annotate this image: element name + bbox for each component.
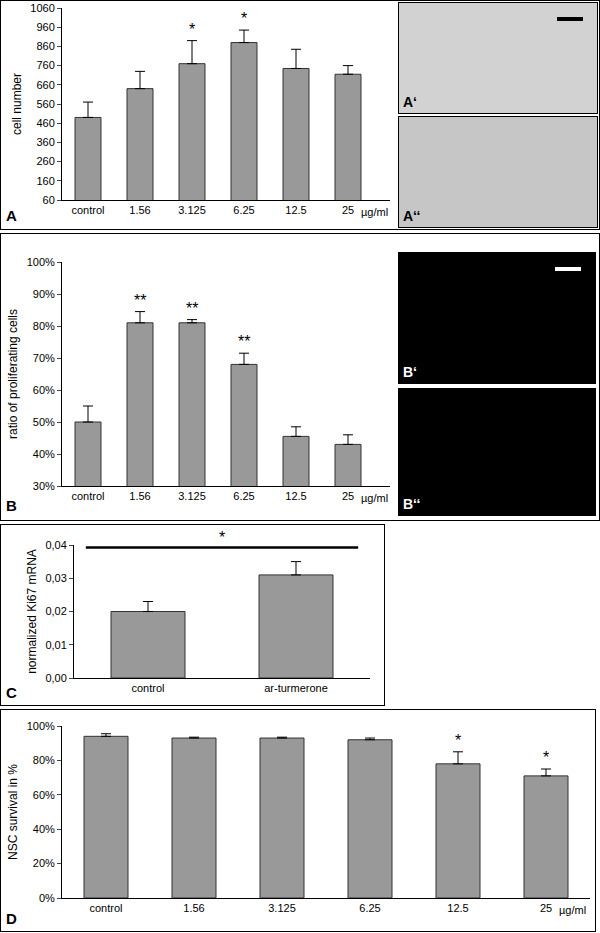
svg-text:0,02: 0,02 [45, 605, 66, 617]
svg-text:20%: 20% [33, 857, 55, 869]
svg-text:control: control [71, 490, 104, 502]
svg-text:60: 60 [43, 194, 55, 206]
svg-text:3.125: 3.125 [178, 204, 206, 216]
svg-text:1.56: 1.56 [129, 490, 150, 502]
svg-text:80%: 80% [33, 754, 55, 766]
svg-text:*: * [189, 21, 195, 38]
svg-text:60%: 60% [33, 789, 55, 801]
svg-text:460: 460 [36, 117, 54, 129]
svg-text:µg/ml: µg/ml [361, 206, 388, 218]
svg-text:control: control [89, 902, 122, 914]
svg-text:12.5: 12.5 [447, 902, 468, 914]
svg-text:90%: 90% [33, 288, 55, 300]
svg-text:control: control [71, 204, 104, 216]
html-text:B‘: B‘ [403, 364, 417, 380]
svg-text:40%: 40% [33, 448, 55, 460]
html-text:B‘‘: B‘‘ [403, 496, 421, 512]
svg-text:1.56: 1.56 [183, 902, 204, 914]
svg-text:70%: 70% [33, 352, 55, 364]
html-text:D: D [6, 910, 17, 927]
svg-text:960: 960 [36, 21, 54, 33]
svg-text:12.5: 12.5 [285, 490, 306, 502]
svg-text:560: 560 [36, 98, 54, 110]
svg-text:**: ** [134, 292, 146, 309]
svg-text:160: 160 [36, 175, 54, 187]
svg-text:µg/ml: µg/ml [559, 904, 586, 916]
html-text:A‘‘: A‘‘ [403, 208, 421, 224]
svg-text:µg/ml: µg/ml [361, 492, 388, 504]
svg-text:100%: 100% [27, 720, 55, 732]
html-text:B: B [6, 497, 17, 514]
svg-text:660: 660 [36, 79, 54, 91]
svg-text:50%: 50% [33, 416, 55, 428]
html-text:A: A [6, 207, 17, 224]
svg-text:**: ** [186, 300, 198, 317]
svg-text:*: * [241, 10, 247, 27]
svg-text:1.56: 1.56 [129, 204, 150, 216]
svg-text:30%: 30% [33, 480, 55, 492]
svg-text:*: * [219, 529, 225, 546]
svg-text:ar-turmerone: ar-turmerone [264, 682, 328, 694]
svg-text:0,00: 0,00 [45, 672, 66, 684]
svg-text:25: 25 [540, 902, 552, 914]
svg-text:760: 760 [36, 59, 54, 71]
html-text:C: C [6, 684, 17, 701]
svg-text:*: * [543, 749, 549, 766]
html-text:A‘: A‘ [403, 94, 417, 110]
svg-text:1060: 1060 [30, 2, 54, 14]
svg-text:0,03: 0,03 [45, 572, 66, 584]
svg-text:860: 860 [36, 40, 54, 52]
svg-text:control: control [131, 682, 164, 694]
svg-text:3.125: 3.125 [268, 902, 296, 914]
svg-text:3.125: 3.125 [178, 490, 206, 502]
svg-text:40%: 40% [33, 823, 55, 835]
svg-text:*: * [455, 732, 461, 749]
svg-text:360: 360 [36, 136, 54, 148]
svg-text:25: 25 [342, 204, 354, 216]
svg-text:100%: 100% [27, 256, 55, 268]
svg-text:60%: 60% [33, 384, 55, 396]
svg-text:ratio of proliferating cells: ratio of proliferating cells [6, 309, 20, 439]
svg-text:0,04: 0,04 [45, 539, 66, 551]
svg-text:**: ** [238, 333, 250, 350]
svg-text:6.25: 6.25 [233, 490, 254, 502]
svg-text:260: 260 [36, 155, 54, 167]
svg-text:25: 25 [342, 490, 354, 502]
svg-text:6.25: 6.25 [233, 204, 254, 216]
svg-text:normalized Ki67 mRNA: normalized Ki67 mRNA [25, 549, 39, 674]
svg-text:6.25: 6.25 [359, 902, 380, 914]
svg-text:0,01: 0,01 [45, 639, 66, 651]
svg-text:NSC survival in %: NSC survival in % [6, 764, 20, 860]
svg-text:cell number: cell number [10, 73, 24, 135]
svg-text:12.5: 12.5 [285, 204, 306, 216]
svg-text:80%: 80% [33, 320, 55, 332]
svg-text:0%: 0% [39, 892, 55, 904]
